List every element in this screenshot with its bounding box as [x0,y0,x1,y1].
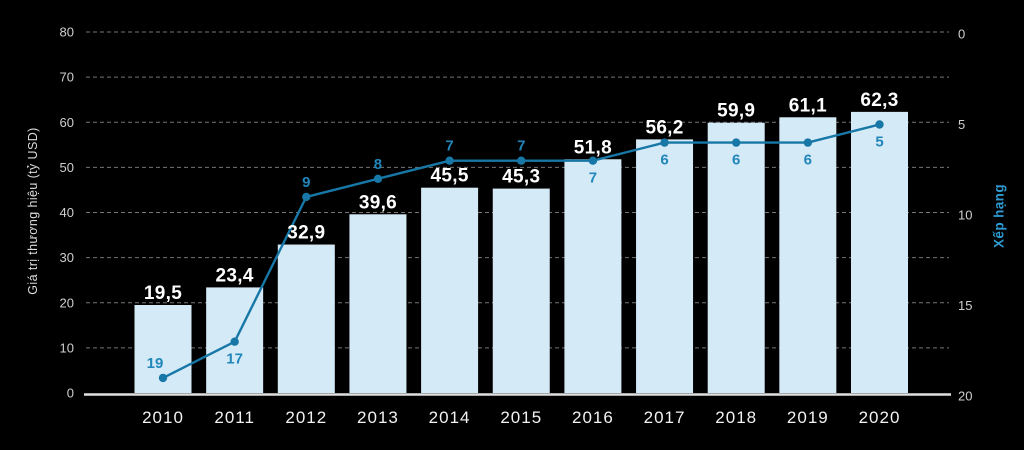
line-marker [445,156,454,165]
rank-label: 6 [732,152,740,169]
bar-value-label: 19,5 [144,283,182,304]
bar-value-label: 62,3 [860,90,898,111]
right-axis-tick-label: 10 [958,208,972,223]
rank-label: 7 [445,138,453,155]
rank-label: 9 [302,174,310,191]
right-axis-tick-label: 5 [958,117,965,132]
bar-value-label: 56,2 [645,117,683,138]
rank-label: 8 [374,156,382,173]
bar [492,188,550,393]
line-marker [875,120,884,129]
left-axis-tick-label: 80 [60,25,74,40]
bar-value-label: 61,1 [789,95,827,116]
left-axis-tick-label: 20 [60,295,74,310]
rank-label: 17 [226,351,243,368]
line-marker [517,156,526,165]
line-marker [158,373,168,383]
left-axis-tick-label: 30 [60,250,74,265]
bar-value-label: 32,9 [287,223,325,244]
left-axis-title: Giá trị thương hiệu (tỷ USD) [26,127,40,295]
right-axis-tick-label: 0 [958,27,965,42]
left-axis-tick-label: 40 [60,205,74,220]
right-axis-title: Xếp hạng [991,184,1007,248]
bar-value-label: 45,5 [431,166,469,187]
right-axis-tick-label: 15 [958,298,972,313]
line-marker [732,138,741,147]
x-axis-label: 2017 [644,408,686,427]
rank-label: 19 [147,355,164,372]
x-axis-label: 2013 [357,408,399,427]
bar [636,139,694,393]
line-marker [230,337,239,346]
x-axis-label: 2016 [572,408,614,427]
rank-label: 6 [804,152,812,169]
bar-value-label: 23,4 [216,265,254,286]
bar-value-label: 45,3 [502,167,540,188]
line-marker [588,156,598,165]
bar [779,117,837,393]
line-marker [373,174,383,183]
rank-label: 7 [589,170,597,187]
bar [564,159,622,393]
x-axis-label: 2018 [715,408,757,427]
bar [851,111,908,393]
left-axis-tick-label: 0 [67,386,74,401]
bar [707,122,765,394]
rank-label: 7 [517,138,525,155]
left-axis-tick-label: 50 [60,160,74,175]
bar [349,214,407,393]
x-axis-label: 2019 [787,408,829,427]
bar-value-label: 59,9 [717,101,755,122]
rank-label: 6 [660,152,668,169]
x-axis-label: 2012 [285,408,327,427]
left-axis-tick-label: 60 [60,115,74,130]
line-marker [660,138,669,147]
x-axis-label: 2020 [859,408,901,427]
bar [277,244,335,393]
left-axis-tick-label: 70 [60,70,74,85]
x-axis-label: 2010 [142,408,184,427]
right-axis-tick-label: 20 [958,389,972,404]
line-marker [803,138,813,147]
bar-value-label: 51,8 [574,137,612,158]
x-axis-label: 2011 [214,408,255,427]
line-marker [302,192,311,202]
bar-value-label: 39,6 [359,192,397,213]
x-axis-label: 2014 [429,408,471,427]
rank-label: 5 [875,134,883,151]
left-axis-tick-label: 10 [60,340,74,355]
bar [421,187,479,393]
x-axis-label: 2015 [500,408,542,427]
